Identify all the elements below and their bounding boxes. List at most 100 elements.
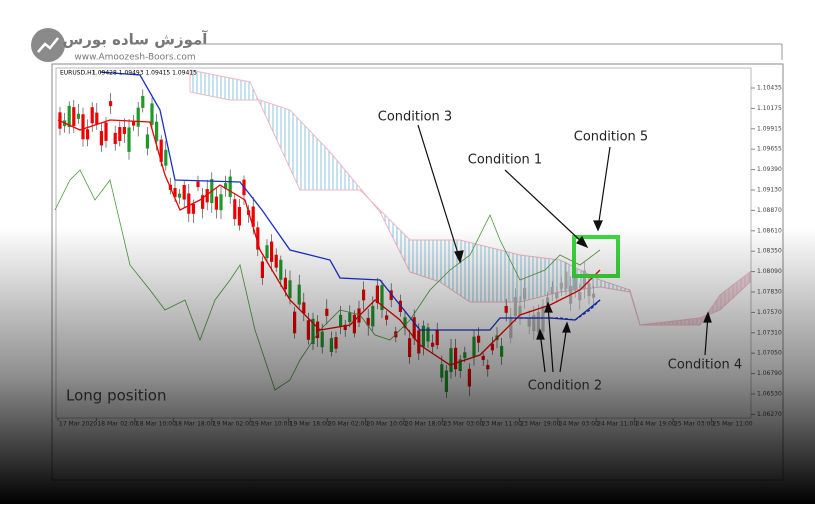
- candle-body: [164, 149, 168, 166]
- candle-body: [504, 305, 508, 313]
- candle-body: [270, 241, 274, 262]
- candle-body: [440, 364, 444, 378]
- price-label: 1.06530: [757, 391, 782, 398]
- time-label: 24 Mar 11:00: [597, 421, 637, 428]
- candle-body: [578, 292, 582, 301]
- candle-body: [587, 283, 591, 297]
- candle-body: [127, 127, 131, 152]
- candle-body: [81, 114, 85, 140]
- candle-body: [555, 292, 559, 299]
- price-label: 1.09130: [757, 187, 782, 194]
- time-label: 23 Mar 11:00: [482, 421, 522, 428]
- candle-body: [477, 335, 481, 343]
- price-label: 1.08350: [757, 248, 782, 255]
- annotation: Condition 5: [574, 130, 648, 145]
- candle-body: [523, 288, 527, 300]
- candle-body: [113, 132, 117, 145]
- candle-body: [90, 107, 94, 124]
- candle-body: [283, 277, 287, 290]
- price-label: 1.07570: [757, 309, 782, 316]
- candle-body: [260, 261, 264, 279]
- candle-body: [486, 364, 490, 370]
- price-label: 1.06270: [757, 411, 782, 418]
- candle-body: [288, 280, 292, 299]
- candle-body: [76, 113, 80, 119]
- candle-body: [279, 259, 283, 280]
- time-label: 18 Mar 18:00: [174, 421, 214, 428]
- candle-body: [182, 185, 186, 200]
- candle-body: [339, 314, 343, 327]
- candle-body: [320, 331, 324, 348]
- time-label: 23 Mar 19:00: [520, 421, 560, 428]
- annotation: Condition 3: [378, 110, 452, 125]
- candle-body: [191, 203, 195, 214]
- candle-body: [104, 122, 108, 141]
- candle-body: [564, 271, 568, 289]
- candle-body: [155, 121, 159, 142]
- price-label: 1.10435: [757, 85, 782, 92]
- annotation: Condition 4: [668, 358, 742, 373]
- candle-body: [109, 101, 113, 107]
- annotation: Condition 2: [528, 379, 602, 394]
- candle-body: [233, 199, 237, 220]
- time-label: 24 Mar 19:00: [636, 421, 676, 428]
- candle-body: [559, 282, 563, 289]
- candle-body: [472, 336, 476, 357]
- candle-body: [95, 112, 99, 125]
- candle-body: [435, 330, 439, 346]
- candle-body: [385, 315, 389, 320]
- candle-body: [72, 107, 76, 126]
- price-label: 1.06790: [757, 370, 782, 377]
- candle-body: [362, 289, 366, 301]
- price-label: 1.08870: [757, 207, 782, 214]
- time-label: 23 Mar 03:00: [443, 421, 483, 428]
- candle-body: [431, 342, 435, 347]
- candle-body: [481, 355, 485, 361]
- candle-body: [329, 338, 333, 353]
- time-label: 20 Mar 18:00: [405, 421, 445, 428]
- annotation: Condition 1: [468, 153, 542, 168]
- candle-body: [237, 207, 241, 226]
- candle-body: [490, 343, 494, 351]
- logo-url: www.Amoozesh-Boors.com: [74, 53, 195, 63]
- candle-body: [536, 312, 540, 333]
- candle-body: [196, 181, 200, 188]
- candle-body: [228, 176, 232, 198]
- time-label: 20 Mar 10:00: [367, 421, 407, 428]
- candle-body: [145, 134, 149, 149]
- price-label: 1.07050: [757, 350, 782, 357]
- candle-body: [550, 286, 554, 295]
- candle-body: [136, 107, 140, 127]
- candle-body: [274, 254, 278, 268]
- price-label: 1.07830: [757, 289, 782, 296]
- candle-body: [348, 312, 352, 323]
- candle-body: [265, 245, 269, 259]
- candle-body: [527, 318, 531, 327]
- candle-body: [509, 317, 513, 338]
- candle-body: [592, 293, 596, 298]
- position-label: Long position: [66, 387, 166, 405]
- price-label: 1.08090: [757, 268, 782, 275]
- time-label: 19 Mar 10:00: [251, 421, 291, 428]
- candle-body: [214, 196, 218, 210]
- time-label: 20 Mar 02:00: [328, 421, 368, 428]
- candle-body: [444, 370, 448, 393]
- candle-body: [219, 194, 223, 211]
- price-label: 1.09915: [757, 125, 782, 132]
- candle-body: [532, 314, 536, 332]
- candle-body: [352, 314, 356, 334]
- candle-body: [178, 193, 182, 198]
- price-label: 1.10175: [757, 105, 782, 112]
- chart-symbol: EURUSD,H1: [60, 70, 96, 77]
- candle-body: [467, 368, 471, 387]
- price-label: 1.09390: [757, 166, 782, 173]
- time-label: 17 Mar 2020: [59, 421, 97, 428]
- logo-title: آموزش ساده بورس: [63, 31, 209, 49]
- time-label: 18 Mar 10:00: [136, 421, 176, 428]
- candle-body: [118, 127, 122, 141]
- candle-body: [293, 311, 297, 334]
- candle-body: [421, 325, 425, 347]
- time-label: 24 Mar 03:00: [559, 421, 599, 428]
